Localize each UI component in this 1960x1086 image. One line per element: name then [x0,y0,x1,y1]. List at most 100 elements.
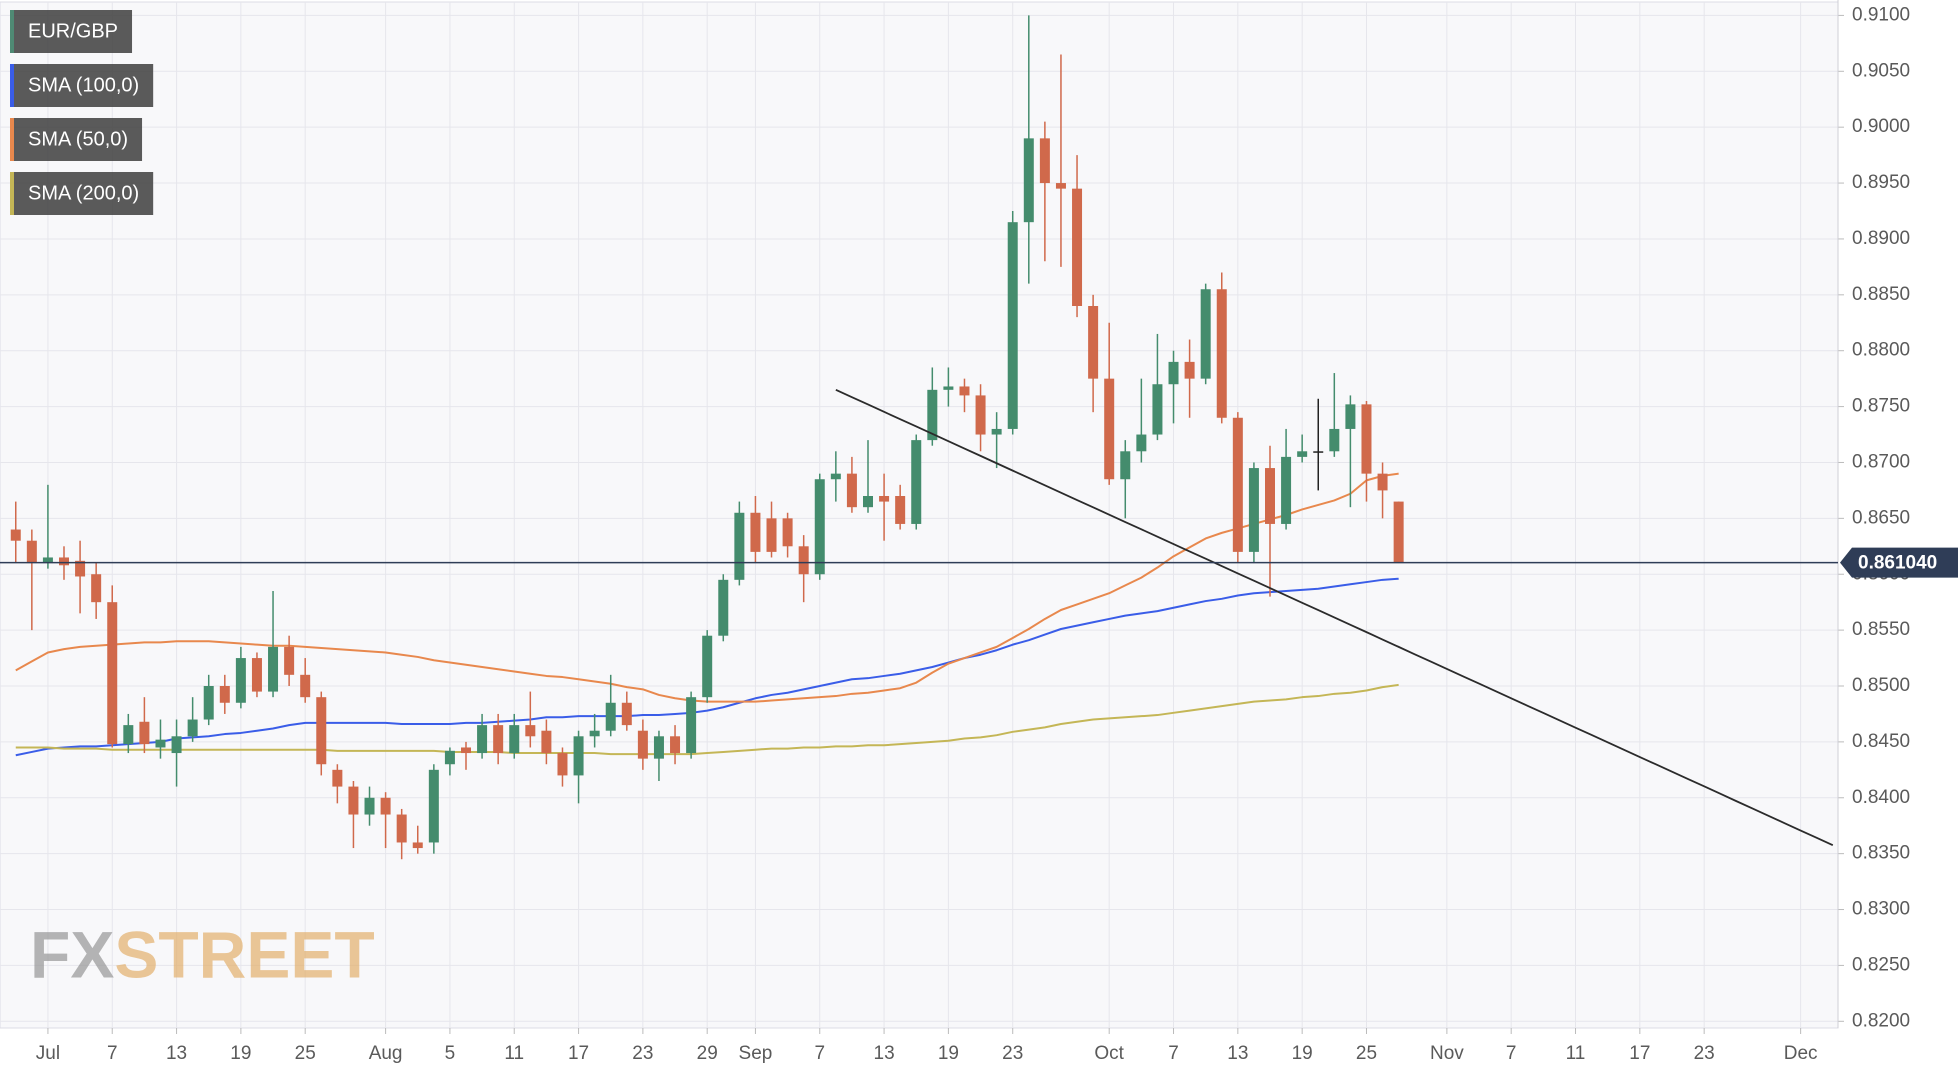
candle-body [782,518,793,547]
x-tick-label: 11 [504,1043,524,1064]
candle-body [1104,378,1115,480]
candle-body [557,753,568,776]
x-tick-label: Nov [1430,1043,1464,1064]
legend-swatch [10,172,14,215]
candle-body [107,602,118,745]
watermark: STREET [114,917,374,991]
candle-body [1152,384,1163,435]
y-tick-label: 0.8950 [1852,172,1910,193]
candle-body [1393,501,1404,564]
legend-box [10,64,154,107]
x-tick-label: 7 [1506,1043,1517,1064]
candle-body [316,697,327,765]
x-tick-label: Aug [369,1043,403,1064]
legend-swatch [10,118,14,161]
trendline [835,389,1834,846]
x-tick-label: 17 [568,1043,589,1064]
x-tick-label: 7 [107,1043,118,1064]
candle-body [1168,361,1179,385]
candle-body [621,702,632,726]
candle-body [814,479,825,575]
y-tick-label: 0.8550 [1852,619,1910,640]
candle-body [1184,361,1195,379]
candle-body [42,557,53,564]
candle-body [1361,404,1372,474]
candle-body [750,512,761,552]
legend-box [10,10,133,53]
candle-body [509,725,520,754]
x-tick-label: Jul [36,1043,60,1064]
candle-body [1377,473,1388,491]
y-tick-label: 0.8800 [1852,340,1910,361]
x-tick-label: 25 [295,1043,316,1064]
y-tick-label: 0.8700 [1852,451,1910,472]
candle-body [203,686,214,720]
y-tick-label: 0.9100 [1852,4,1910,25]
y-tick-label: 0.8300 [1852,899,1910,920]
candle-body [444,750,455,765]
candle-body [1007,222,1018,429]
candle-body [573,736,584,776]
y-tick-label: 0.8200 [1852,1010,1910,1031]
legend-entry: SMA (200,0) [10,172,154,215]
candle-body [991,428,1002,435]
x-tick-label: Oct [1094,1043,1124,1064]
legend-box [10,118,143,161]
y-tick-label: 0.8450 [1852,731,1910,752]
candle-body [1264,468,1275,524]
candle-body [348,786,359,815]
x-tick-label: 19 [230,1043,251,1064]
candle-body [525,725,536,737]
candle-body [10,529,21,541]
candle-body [927,389,938,441]
x-tick-label: 25 [1356,1043,1377,1064]
candle-body [589,730,600,737]
candle-body [91,574,102,603]
candle-body [1088,306,1099,379]
candle-body [284,646,295,675]
x-tick-label: 17 [1629,1043,1650,1064]
candle-body [718,579,729,636]
x-tick-label: 13 [166,1043,187,1064]
candle-body [155,739,166,748]
x-tick-label: 5 [445,1043,456,1064]
x-tick-label: 19 [938,1043,959,1064]
watermark: FX [30,917,114,991]
y-tick-label: 0.8350 [1852,843,1910,864]
candle-body [653,736,664,759]
x-tick-label: 13 [1227,1043,1248,1064]
candle-body [846,473,857,508]
candle-body [911,440,922,524]
candle-body [300,674,311,698]
candle-body [1329,428,1340,452]
legend-label: SMA (100,0) [28,74,139,96]
last-price-label: 0.861040 [1858,553,1937,574]
x-tick-label: 11 [1566,1043,1586,1064]
candle-body [412,842,423,849]
legend-label: SMA (50,0) [28,128,128,150]
candle-body [380,797,391,815]
candle-body [493,725,504,754]
y-tick-label: 0.8850 [1852,284,1910,305]
y-tick-label: 0.9050 [1852,60,1910,81]
candle-body [637,730,648,759]
x-tick-label: 23 [1694,1043,1715,1064]
y-tick-label: 0.8900 [1852,228,1910,249]
legend-box [10,172,154,215]
candle-body [686,697,697,754]
sma-line [15,683,1399,756]
x-tick-label: 7 [1168,1043,1179,1064]
x-tick-label: 23 [1002,1043,1023,1064]
candle-body [605,702,616,731]
candle-body [702,635,713,698]
legend-swatch [10,64,14,107]
candle-body [251,658,262,692]
legend-entry: EUR/GBP [10,10,133,53]
x-tick-label: 29 [697,1043,718,1064]
y-tick-label: 0.9000 [1852,116,1910,137]
candle-body [734,512,745,580]
x-tick-label: 19 [1292,1043,1313,1064]
candle-body [396,814,407,843]
legend-label: EUR/GBP [28,20,118,42]
legend-label: SMA (200,0) [28,182,139,204]
